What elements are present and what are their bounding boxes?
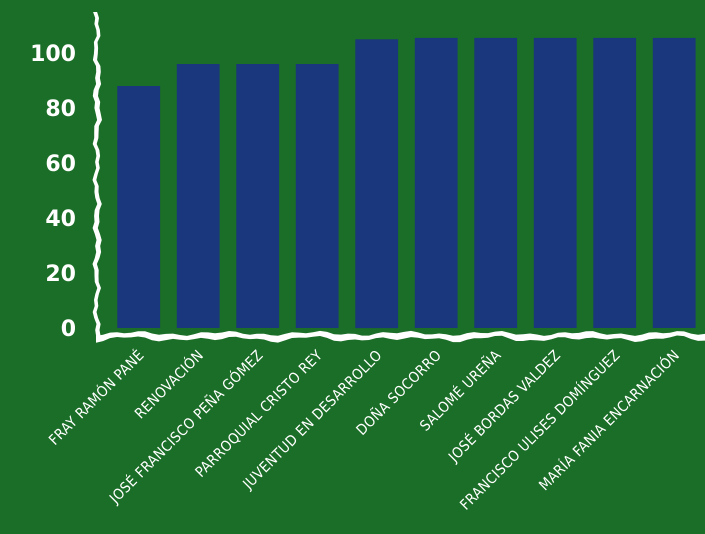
bar-10 bbox=[652, 37, 696, 329]
bar-1 bbox=[117, 86, 161, 328]
y-tick-label: 100 bbox=[30, 42, 76, 67]
y-tick-label: 40 bbox=[45, 207, 76, 232]
y-axis: 0 20 40 60 80 100 bbox=[30, 12, 102, 342]
x-tick-label: FRAY RAMÓN PANÉ bbox=[45, 346, 148, 449]
y-tick-label: 0 bbox=[61, 317, 76, 342]
y-tick-label: 60 bbox=[45, 152, 76, 177]
bar-5 bbox=[355, 39, 399, 329]
bar-7 bbox=[474, 37, 518, 329]
y-tick-label: 20 bbox=[45, 262, 76, 287]
y-tick-label: 80 bbox=[45, 97, 76, 122]
y-axis-line bbox=[92, 12, 102, 336]
bar-9 bbox=[593, 37, 637, 329]
x-axis-line bbox=[96, 330, 705, 343]
bar-8 bbox=[533, 37, 577, 329]
x-tick-label: PARROQUIAL CRISTO REY bbox=[193, 348, 326, 481]
bar-4 bbox=[295, 64, 339, 328]
bars-group bbox=[117, 37, 696, 329]
x-tick-label: JOSÉ BORDAS VALDEZ bbox=[445, 347, 564, 466]
bar-6 bbox=[414, 37, 458, 329]
bar-3 bbox=[236, 64, 280, 328]
bar-2 bbox=[176, 64, 220, 328]
